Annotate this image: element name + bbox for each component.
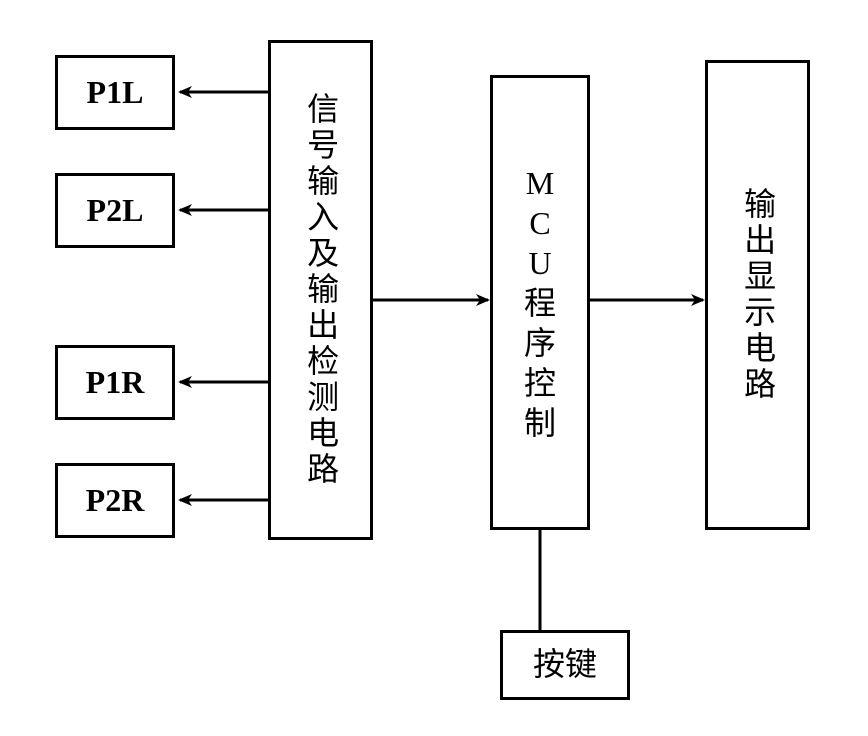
node-button-label: 按键: [533, 647, 597, 682]
node-p1l: P1L: [55, 55, 175, 130]
node-p2l-label: P2L: [87, 193, 144, 228]
node-output: 输出显示电路: [705, 60, 810, 530]
diagram-canvas: P1L P2L P1R P2R 信号输入及输出检测电路 M C U 程 序 控 …: [0, 0, 868, 736]
node-mcu-label-c1: 程: [524, 283, 556, 323]
node-mcu-label-m: M: [526, 163, 554, 203]
node-mcu-label-c2: 序: [524, 323, 556, 363]
node-mcu-label-c4: 制: [524, 403, 556, 443]
node-signal-label: 信号输入及输出检测电路: [303, 92, 338, 488]
node-p1l-label: P1L: [87, 75, 144, 110]
node-mcu-label-c3: 控: [524, 363, 556, 403]
node-p1r-label: P1R: [86, 365, 145, 400]
node-output-label: 输出显示电路: [740, 187, 775, 403]
node-p2r: P2R: [55, 463, 175, 538]
node-signal: 信号输入及输出检测电路: [268, 40, 373, 540]
node-p1r: P1R: [55, 345, 175, 420]
node-mcu-label-c: C: [529, 203, 550, 243]
node-mcu-label: M C U 程 序 控 制: [524, 163, 556, 443]
node-p2r-label: P2R: [86, 483, 145, 518]
node-button: 按键: [500, 630, 630, 700]
node-mcu-label-u: U: [528, 243, 551, 283]
node-p2l: P2L: [55, 173, 175, 248]
node-mcu: M C U 程 序 控 制: [490, 75, 590, 530]
